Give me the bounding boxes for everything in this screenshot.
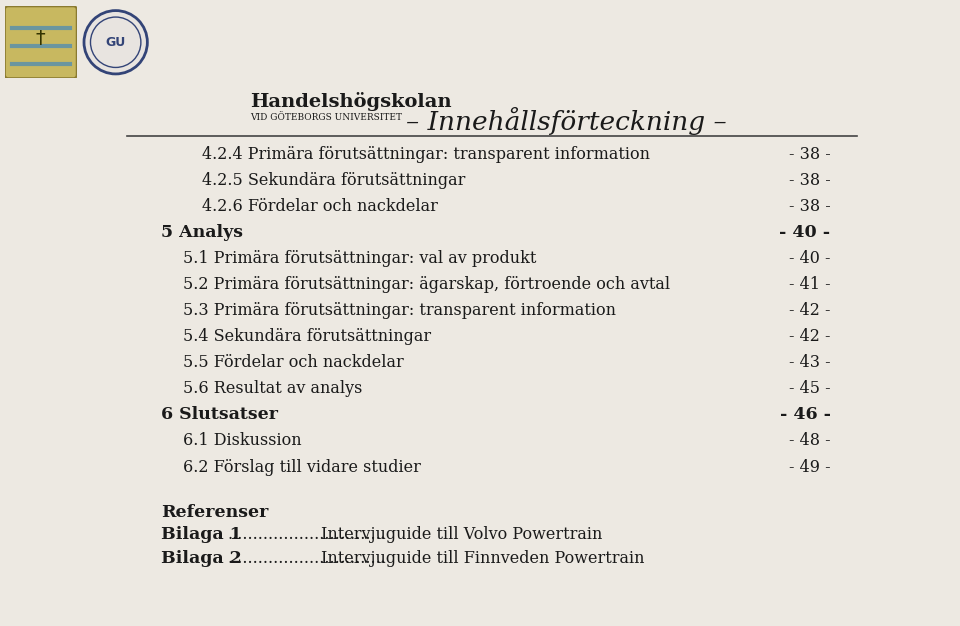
Text: 5.4 Sekundära förutsättningar: 5.4 Sekundära förutsättningar (183, 329, 431, 346)
Text: 4.2.5 Sekundära förutsättningar: 4.2.5 Sekundära förutsättningar (202, 172, 466, 189)
Text: - 42 -: - 42 - (789, 302, 830, 319)
Text: - 46 -: - 46 - (780, 406, 830, 423)
Text: - 38 -: - 38 - (789, 146, 830, 163)
Text: ...............................: ............................... (228, 525, 387, 543)
Circle shape (84, 11, 148, 74)
Text: 5.3 Primära förutsättningar: transparent information: 5.3 Primära förutsättningar: transparent… (183, 302, 616, 319)
Text: Referenser: Referenser (161, 504, 268, 521)
Text: 5 Analys: 5 Analys (161, 224, 243, 241)
Text: – Innehållsförteckning –: – Innehållsförteckning – (406, 107, 727, 135)
Text: - 45 -: - 45 - (789, 381, 830, 398)
Text: 4.2.4 Primära förutsättningar: transparent information: 4.2.4 Primära förutsättningar: transpare… (202, 146, 650, 163)
Text: 5.5 Fördelar och nackdelar: 5.5 Fördelar och nackdelar (183, 354, 404, 371)
Text: Intervjuguide till Finnveden Powertrain: Intervjuguide till Finnveden Powertrain (321, 550, 644, 567)
Text: - 38 -: - 38 - (789, 172, 830, 189)
Text: ...............................: ............................... (228, 550, 387, 567)
Text: GU: GU (106, 36, 126, 49)
Text: 5.1 Primära förutsättningar: val av produkt: 5.1 Primära förutsättningar: val av prod… (183, 250, 537, 267)
Text: Handelshögskolan: Handelshögskolan (251, 92, 452, 111)
FancyBboxPatch shape (5, 6, 77, 78)
Text: †: † (36, 29, 46, 48)
Text: 5.6 Resultat av analys: 5.6 Resultat av analys (183, 381, 363, 398)
Text: Bilaga 2: Bilaga 2 (161, 550, 242, 567)
Text: - 40 -: - 40 - (780, 224, 830, 241)
Text: VID GÖTEBORGS UNIVERSITET: VID GÖTEBORGS UNIVERSITET (251, 113, 402, 122)
Text: 5.2 Primära förutsättningar: ägarskap, förtroende och avtal: 5.2 Primära förutsättningar: ägarskap, f… (183, 276, 670, 294)
Text: - 40 -: - 40 - (789, 250, 830, 267)
Text: 6.2 Förslag till vidare studier: 6.2 Förslag till vidare studier (183, 458, 421, 476)
Text: - 48 -: - 48 - (789, 433, 830, 449)
Text: - 43 -: - 43 - (789, 354, 830, 371)
Text: 4.2.6 Fördelar och nackdelar: 4.2.6 Fördelar och nackdelar (202, 198, 438, 215)
Text: 6.1 Diskussion: 6.1 Diskussion (183, 433, 301, 449)
Text: - 38 -: - 38 - (789, 198, 830, 215)
Text: - 41 -: - 41 - (789, 276, 830, 294)
Text: - 49 -: - 49 - (789, 458, 830, 476)
Text: - 42 -: - 42 - (789, 329, 830, 346)
Text: 6 Slutsatser: 6 Slutsatser (161, 406, 278, 423)
Text: Intervjuguide till Volvo Powertrain: Intervjuguide till Volvo Powertrain (321, 525, 602, 543)
Text: Bilaga 1: Bilaga 1 (161, 525, 242, 543)
